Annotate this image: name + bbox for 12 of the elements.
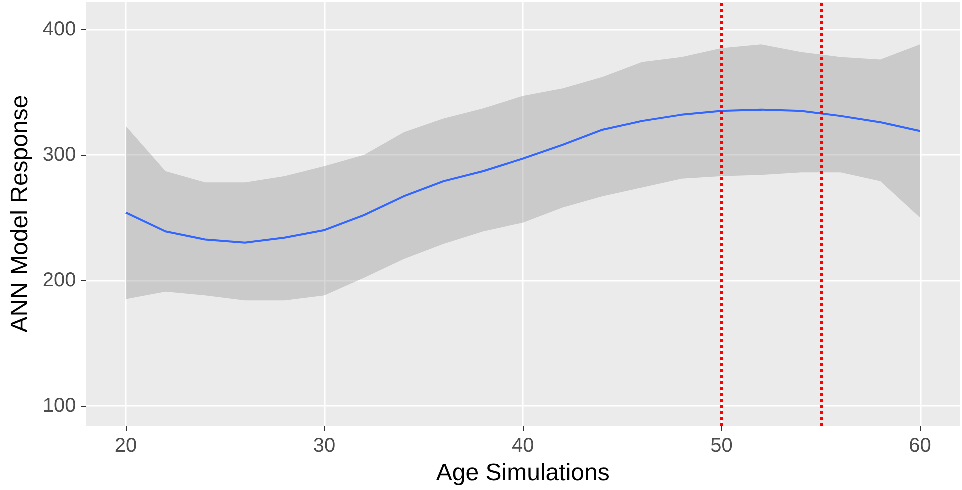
x-tick-label: 60: [909, 435, 932, 458]
y-tick-label: 200: [42, 270, 76, 292]
x-tick-label: 50: [710, 435, 733, 458]
y-tick-label: 300: [42, 144, 76, 166]
line-series: [124, 108, 922, 244]
x-tick-label: 40: [512, 435, 534, 458]
x-tick-label: 20: [114, 435, 138, 458]
y-tick-label: 400: [42, 18, 76, 41]
y-tick-label: 100: [42, 395, 76, 418]
x-axis-title: Age Simulations: [436, 460, 610, 486]
x-tick-label: 30: [313, 435, 336, 458]
y-axis-title: ANN Model Response: [6, 95, 34, 333]
